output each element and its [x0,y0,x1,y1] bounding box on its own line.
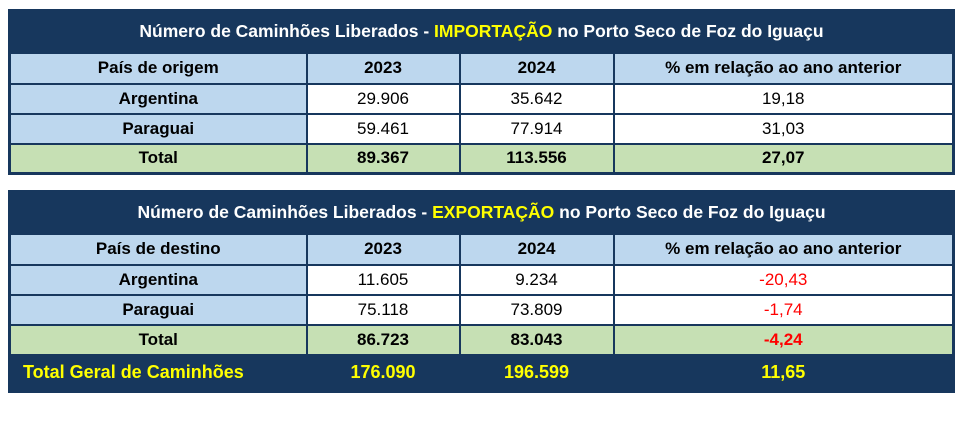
title-suffix: no Porto Seco de Foz do Iguaçu [554,202,826,223]
pct-cell: 31,03 [612,112,955,145]
value-2023-cell: 75.118 [305,293,461,326]
country-cell: Argentina [8,263,308,296]
col-header-pct: % em relação ao ano anterior [612,51,955,85]
pct-cell: -4,24 [612,323,955,356]
col-header-2023: 2023 [305,51,461,85]
table-row: Argentina 29.906 35.642 19,18 [8,82,955,115]
pct-cell: -1,74 [612,293,955,326]
total-2024-cell: 113.556 [458,142,615,175]
value-2024-cell: 9.234 [458,263,615,296]
grand-total-row: Total Geral de Caminhões 176.090 196.599… [8,353,955,393]
title-prefix: Número de Caminhões Liberados - [137,202,433,223]
value-2024-cell: 73.809 [458,293,615,326]
grand-total-label: Total Geral de Caminhões [8,353,308,393]
pct-cell: 27,07 [612,142,955,175]
title-highlight-exportacao: EXPORTAÇÃO [432,202,555,223]
value-2024-cell: 77.914 [458,112,615,145]
total-2023-cell: 86.723 [305,323,461,356]
col-header-pct: % em relação ao ano anterior [612,232,955,266]
import-table-title: Número de Caminhões Liberados - IMPORTAÇ… [8,9,955,54]
pct-cell: -20,43 [612,263,955,296]
value-2023-cell: 29.906 [305,82,461,115]
table-row: Argentina 11.605 9.234 -20,43 [8,263,955,296]
grand-total-2023-cell: 176.090 [305,353,461,393]
title-prefix: Número de Caminhões Liberados - [139,21,435,42]
value-2023-cell: 59.461 [305,112,461,145]
export-table: Número de Caminhões Liberados - EXPORTAÇ… [8,190,956,393]
pct-cell: 19,18 [612,82,955,115]
import-table: Número de Caminhões Liberados - IMPORTAÇ… [8,9,955,175]
import-total-row: Total 89.367 113.556 27,07 [8,142,955,175]
col-header-2024: 2024 [458,232,615,266]
value-2023-cell: 11.605 [305,263,461,296]
total-2023-cell: 89.367 [305,142,461,175]
export-title-row: Número de Caminhões Liberados - EXPORTAÇ… [8,190,955,235]
total-label: Total [8,323,308,356]
export-table-title: Número de Caminhões Liberados - EXPORTAÇ… [8,190,955,235]
import-header-row: País de origem 2023 2024 % em relação ao… [8,51,955,85]
title-highlight-importacao: IMPORTAÇÃO [434,21,553,42]
col-header-country: País de destino [8,232,308,266]
grand-total-2024-cell: 196.599 [458,353,615,393]
export-total-row: Total 86.723 83.043 -4,24 [8,323,955,356]
col-header-2023: 2023 [305,232,461,266]
col-header-country: País de origem [8,51,308,85]
country-cell: Paraguai [8,112,308,145]
total-label: Total [8,142,308,175]
title-suffix: no Porto Seco de Foz do Iguaçu [552,21,824,42]
total-2024-cell: 83.043 [458,323,615,356]
export-header-row: País de destino 2023 2024 % em relação a… [8,232,955,266]
country-cell: Paraguai [8,293,308,326]
country-cell: Argentina [8,82,308,115]
table-row: Paraguai 59.461 77.914 31,03 [8,112,955,145]
table-row: Paraguai 75.118 73.809 -1,74 [8,293,955,326]
import-title-row: Número de Caminhões Liberados - IMPORTAÇ… [8,9,955,54]
value-2024-cell: 35.642 [458,82,615,115]
grand-total-pct-cell: 11,65 [612,353,955,393]
col-header-2024: 2024 [458,51,615,85]
